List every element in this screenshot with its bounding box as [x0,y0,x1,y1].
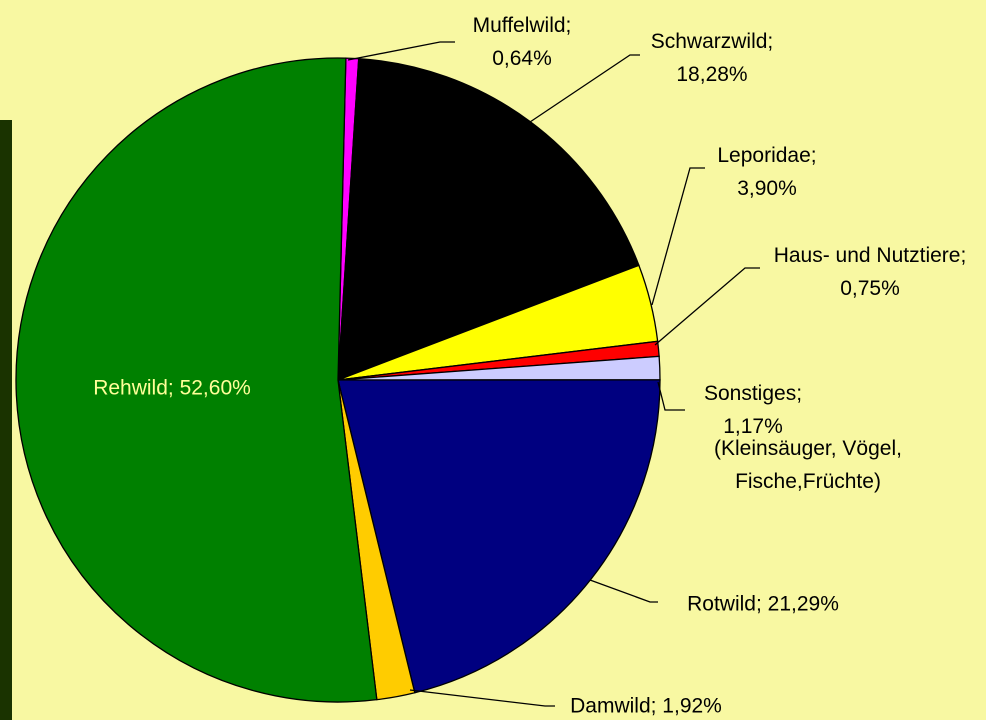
leader-line [654,267,760,346]
pie-slice [337,379,661,694]
leader-line [347,41,455,61]
slice-label: Rehwild; 52,60% [93,376,251,400]
slice-label: Haus- und Nutztiere; 0,75% [773,244,967,300]
slice-label: Schwarzwild; 18,28% [650,30,774,86]
pie-slice [15,57,378,703]
leader-line [657,381,685,411]
slice-label: Leporidae; 3,90% [717,144,817,200]
left-border [0,120,12,720]
annotation: (Kleinsäuger, Vögel, Fische,Früchte) [714,437,902,493]
slice-label: Muffelwild; 0,64% [472,14,572,70]
slice-label: Damwild; 1,92% [570,694,722,718]
leader-line [529,54,640,123]
slice-label: Sonstiges; 1,17% [703,382,803,438]
leader-line [409,689,555,707]
pie-slice [337,57,640,381]
pie [15,57,661,703]
slice-label: Rotwild; 21,29% [687,592,839,616]
leader-line [589,579,658,603]
leader-line [651,167,705,306]
